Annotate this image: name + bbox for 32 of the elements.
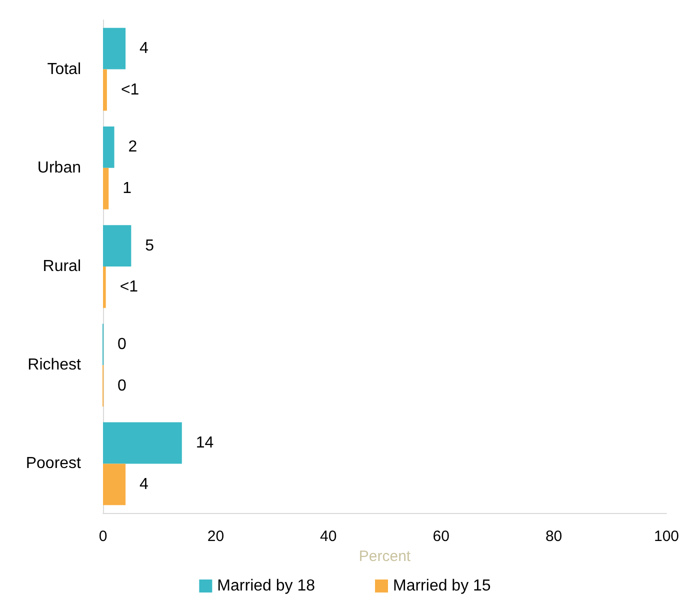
y-tick-label: Rural (42, 258, 81, 275)
legend-label: Married by 18 (217, 578, 316, 594)
data-label: 1 (122, 180, 132, 198)
y-tick-label: Total (47, 60, 81, 78)
bar (103, 28, 126, 70)
data-label: <1 (120, 82, 140, 99)
y-tick-label: Richest (28, 356, 82, 374)
x-tick-label: 80 (545, 528, 562, 545)
x-tick-label: 40 (320, 528, 337, 545)
bar (103, 266, 106, 308)
x-axis-title: Percent (358, 548, 412, 565)
y-tick-label: Poorest (26, 455, 82, 472)
data-label: 0 (118, 377, 126, 394)
data-label: 4 (140, 476, 149, 493)
data-label: 0 (118, 336, 126, 353)
x-tick-label: 60 (432, 528, 450, 545)
data-label: 4 (140, 40, 149, 58)
legend-label: Married by 15 (393, 578, 491, 594)
x-tick-label: 100 (654, 528, 679, 545)
bar (103, 126, 114, 168)
data-label: <1 (120, 278, 138, 296)
data-label: 5 (145, 237, 154, 254)
bar (103, 168, 109, 210)
bar (103, 464, 126, 506)
bar (103, 422, 182, 464)
x-tick-label: 0 (98, 528, 108, 545)
bar (103, 69, 107, 111)
data-label: 14 (196, 434, 214, 452)
bar (103, 225, 132, 266)
data-label: 2 (128, 138, 138, 156)
y-tick-label: Urban (37, 159, 81, 176)
x-tick-label: 20 (207, 528, 224, 545)
